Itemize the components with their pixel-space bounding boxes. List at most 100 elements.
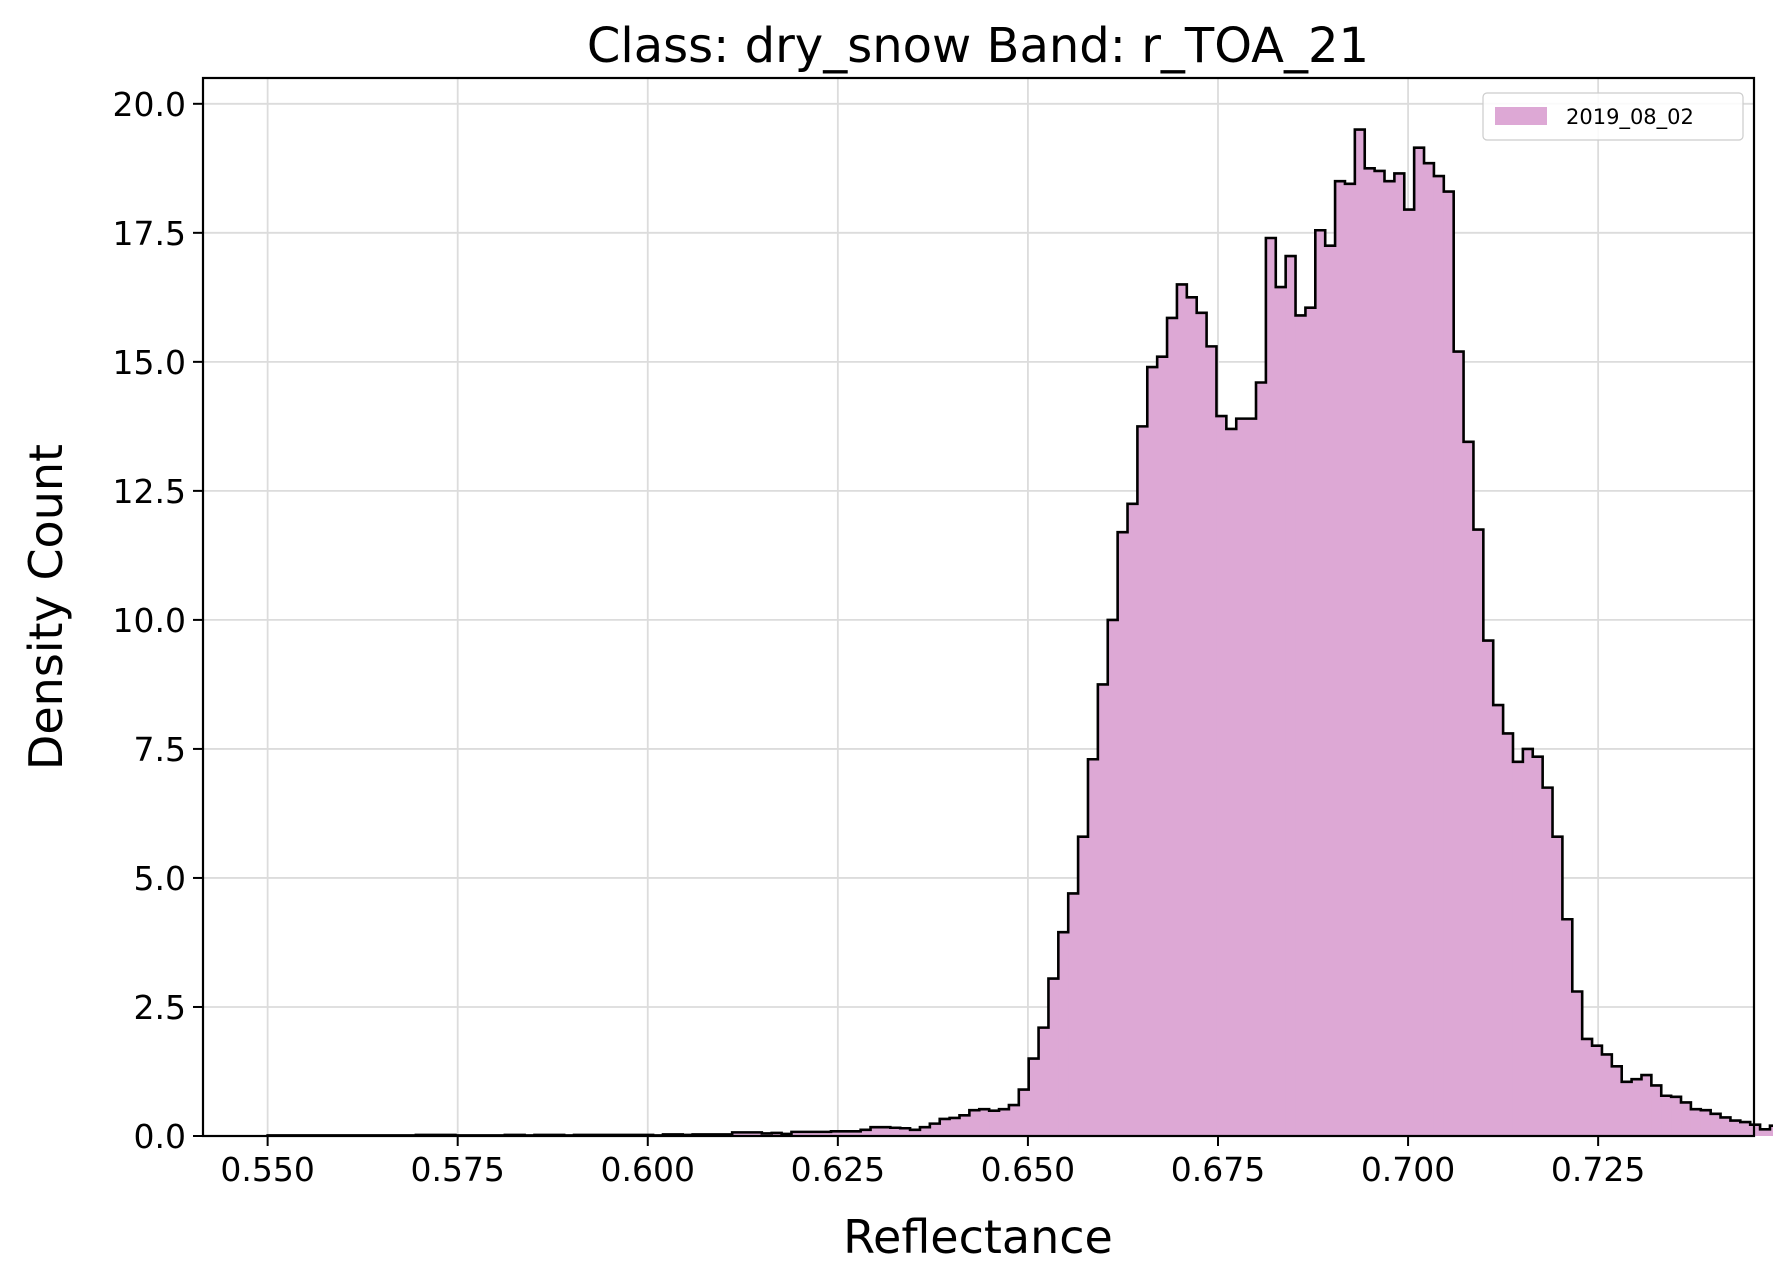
histogram-bar (840, 1131, 852, 1136)
histogram-bar (979, 1109, 990, 1136)
histogram-bar (1176, 284, 1188, 1136)
histogram-bar (880, 1127, 891, 1136)
histogram-bar (919, 1127, 931, 1136)
histogram-bar (1147, 367, 1158, 1136)
histogram-bar (1404, 209, 1415, 1137)
histogram-bar (1315, 230, 1326, 1136)
legend: 2019_08_02 (1482, 92, 1744, 141)
histogram-bar (1265, 237, 1277, 1137)
y-tick-label: 0.0 (134, 1117, 186, 1156)
histogram-bar (1651, 1085, 1662, 1136)
histogram-bar (1720, 1117, 1732, 1136)
histogram-bar (1641, 1075, 1652, 1136)
histogram-bar (1700, 1110, 1712, 1136)
histogram-bar (1028, 1058, 1040, 1136)
histogram-bar (1206, 346, 1218, 1136)
histogram-bar (1275, 287, 1287, 1136)
histogram-bar (1008, 1105, 1020, 1136)
histogram-bar (1710, 1113, 1722, 1136)
legend-box (1482, 92, 1744, 141)
histogram-bar (929, 1123, 941, 1136)
histogram-bar (1325, 245, 1336, 1137)
histogram-bar (1730, 1120, 1741, 1136)
histogram-bar (1078, 836, 1089, 1136)
histogram-bars (267, 129, 1773, 1137)
histogram-bar (1552, 836, 1564, 1136)
y-tick-label: 15.0 (113, 343, 186, 382)
histogram-bar (1354, 129, 1366, 1137)
x-axis-title: Reflectance (843, 1210, 1113, 1264)
x-tick-label: 0.600 (601, 1150, 695, 1189)
x-tick-label: 0.700 (1361, 1150, 1455, 1189)
histogram-bar (1226, 428, 1237, 1136)
legend-label: 2019_08_02 (1566, 105, 1694, 130)
histogram-bar (1384, 181, 1395, 1137)
plot-frame (201, 76, 1756, 1138)
y-tick-label: 17.5 (113, 214, 186, 253)
histogram-bar (900, 1128, 911, 1136)
histogram-bar (821, 1131, 832, 1136)
y-tick-label: 20.0 (113, 85, 186, 124)
histogram-bar (870, 1127, 882, 1136)
x-tick-label: 0.650 (981, 1150, 1075, 1189)
histogram-bar (1058, 932, 1069, 1136)
histogram-bar (1236, 418, 1247, 1136)
histogram-bar (1769, 1125, 1773, 1136)
y-tick-label: 5.0 (134, 859, 186, 898)
histogram-bar (1473, 529, 1484, 1136)
histogram-bar (1443, 191, 1455, 1137)
histogram-bar (1137, 426, 1148, 1136)
histogram-bar (1690, 1109, 1702, 1136)
histogram-bar (1671, 1096, 1682, 1136)
histogram-bar (1493, 705, 1504, 1136)
histogram-bar (860, 1129, 872, 1136)
histogram-bar (910, 1129, 921, 1136)
histogram-bar (791, 1131, 802, 1136)
histogram-bar (1107, 619, 1119, 1136)
histogram-bar (1503, 733, 1514, 1136)
histogram-bar (742, 1132, 753, 1136)
histogram-bar (1681, 1102, 1692, 1136)
x-tick-label: 0.725 (1551, 1150, 1645, 1189)
x-tick-label: 0.625 (791, 1150, 885, 1189)
histogram-bar (1127, 503, 1139, 1136)
histogram-bar (1453, 351, 1465, 1136)
histogram-bar (1601, 1054, 1613, 1136)
x-axis-ticks: 0.550 0.575 0.600 0.625 0.650 0.675 0.700 0.725 (220, 1136, 1645, 1189)
histogram-bar (1760, 1129, 1771, 1136)
histogram-bar (1424, 163, 1435, 1136)
histogram-bar (890, 1127, 901, 1136)
histogram-bar (1256, 382, 1267, 1136)
histogram-bar (771, 1132, 783, 1136)
histogram-bar (1740, 1122, 1751, 1136)
histogram-bar (1285, 256, 1297, 1136)
histogram-bar (1018, 1089, 1030, 1136)
histogram-bar (939, 1118, 951, 1136)
histogram-bar (1305, 307, 1316, 1136)
histogram-bar (1592, 1045, 1603, 1136)
histogram-bar (1048, 978, 1059, 1136)
histogram-bar (1196, 312, 1208, 1136)
y-axis-ticks: 0.0 2.5 5.0 7.5 10.0 12.5 15.0 17.5 20.0 (113, 85, 203, 1156)
y-axis-title: Density Count (19, 444, 73, 770)
histogram-bar (1344, 183, 1356, 1137)
histogram-bar (811, 1131, 822, 1136)
histogram-bar (1038, 1027, 1050, 1136)
y-tick-label: 2.5 (134, 988, 186, 1027)
histogram-bar (1117, 532, 1129, 1136)
histogram-bar (1364, 168, 1376, 1136)
histogram-bar (1631, 1079, 1643, 1136)
histogram-bar (1087, 759, 1099, 1136)
histogram-bar (949, 1117, 961, 1136)
histogram-bar (751, 1132, 763, 1136)
histogram-bar (1621, 1081, 1633, 1136)
histogram-bar (989, 1110, 1000, 1136)
histogram-bar (1582, 1038, 1593, 1136)
histogram-bar (1414, 147, 1425, 1137)
histogram-bar (1750, 1124, 1761, 1136)
histogram-bar (1335, 181, 1346, 1137)
histogram-bar (969, 1110, 980, 1136)
histogram-bar (1611, 1066, 1623, 1136)
y-tick-label: 12.5 (113, 472, 186, 511)
histogram-bar (1463, 441, 1475, 1137)
